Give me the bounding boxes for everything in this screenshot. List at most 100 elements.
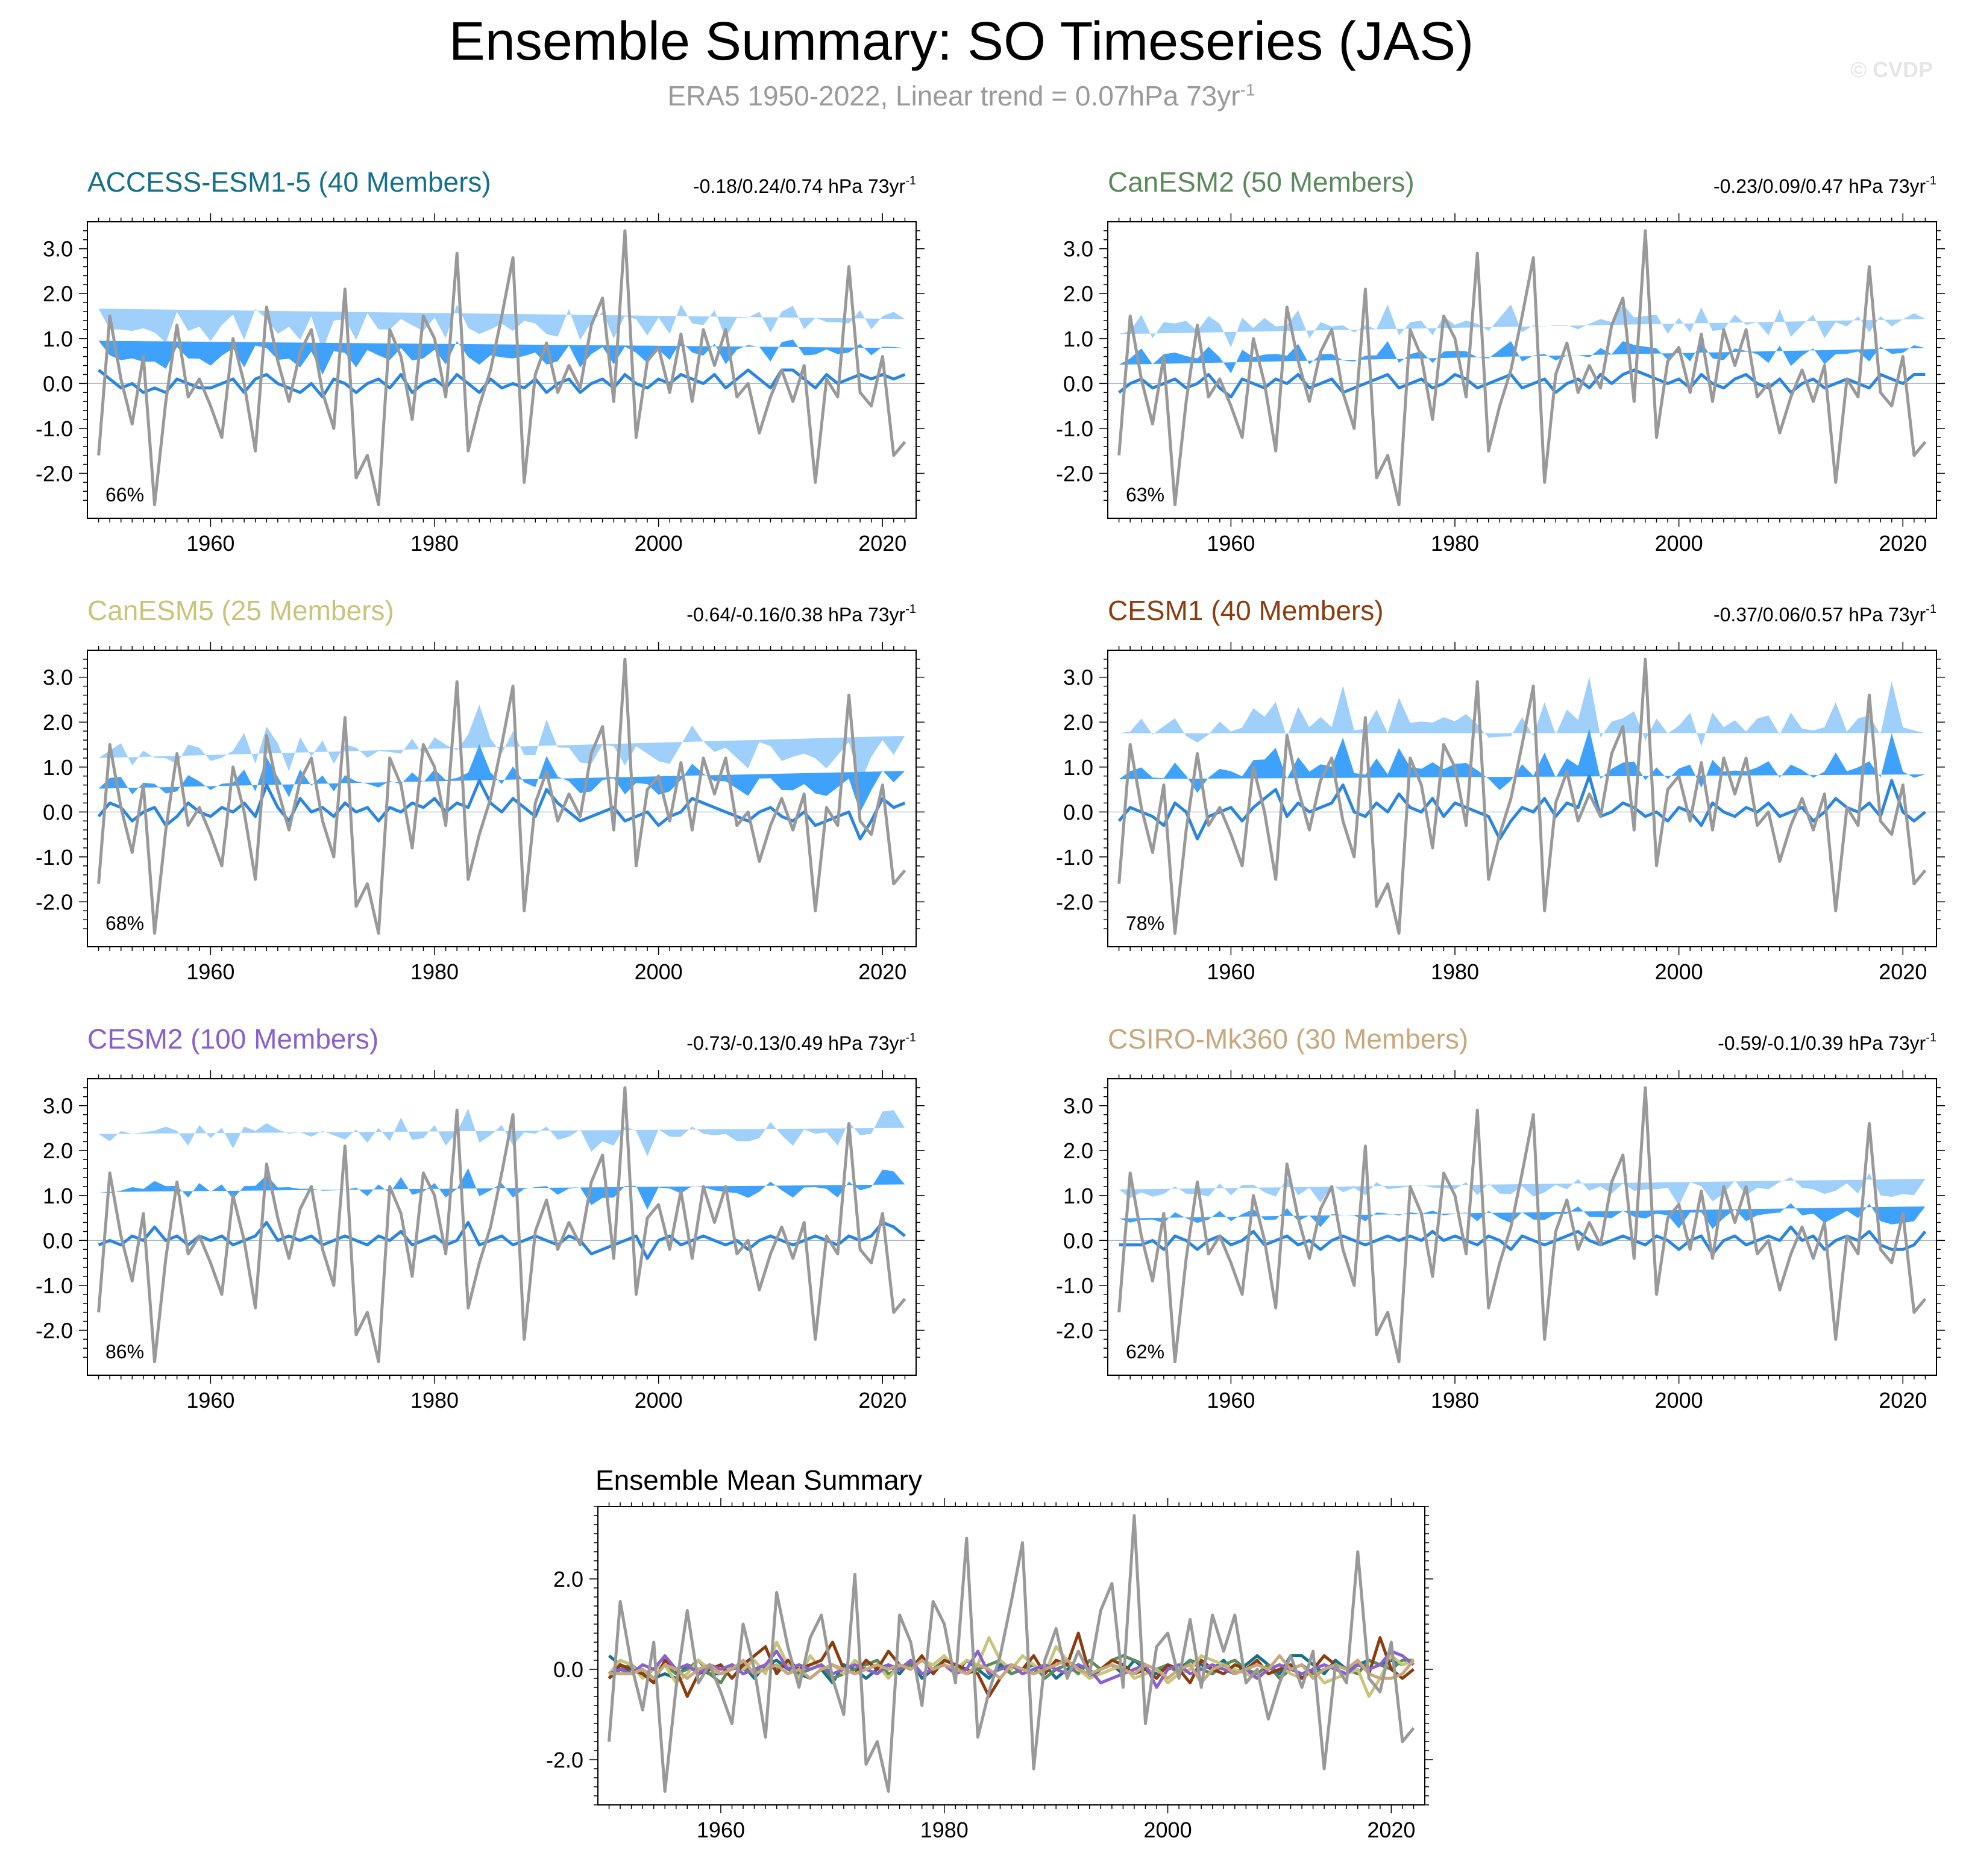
y-tick-label: -2.0 xyxy=(1056,461,1093,486)
outer-spread-band xyxy=(98,304,905,351)
panel-trend-label: -0.18/0.24/0.74 hPa 73yr-1 xyxy=(693,174,916,197)
x-tick-label: 2000 xyxy=(635,959,683,984)
x-tick-label: 1980 xyxy=(1431,1388,1479,1413)
trend-exponent: -1 xyxy=(1926,174,1936,187)
x-tick-label: 2000 xyxy=(1655,531,1703,556)
trend-exponent: -1 xyxy=(905,174,916,187)
panel-trend-label: -0.59/-0.1/0.39 hPa 73yr-1 xyxy=(1718,1031,1936,1054)
summary-panel: Ensemble Mean Summary 1960 1980 2000 2020 -2.… xyxy=(546,1464,1433,1842)
y-tick-label: -1.0 xyxy=(36,845,73,870)
y-tick-label: 2.0 xyxy=(43,710,73,735)
observed-line xyxy=(1117,1086,1927,1364)
x-tick-label: 1960 xyxy=(186,531,234,556)
y-tick-label: 1.0 xyxy=(1063,1184,1093,1208)
x-tick-label: 2020 xyxy=(858,959,906,984)
y-tick-label: 3.0 xyxy=(43,665,73,690)
panel-percent-label: 78% xyxy=(1126,912,1164,934)
observed-line xyxy=(97,657,906,935)
y-tick-label: -2.0 xyxy=(1056,889,1093,914)
x-tick-label: 1980 xyxy=(410,959,459,984)
x-tick-label: 2000 xyxy=(1655,1388,1703,1413)
x-tick-label: 2020 xyxy=(1367,1818,1415,1842)
x-tick-label: 2020 xyxy=(1879,1388,1927,1413)
trend-values: -0.59/-0.1/0.39 hPa 73yr xyxy=(1718,1032,1926,1054)
trend-exponent: -1 xyxy=(905,603,916,616)
inner-spread-band xyxy=(1119,1203,1926,1229)
ensemble-mean-line xyxy=(97,779,906,841)
y-tick-label: 2.0 xyxy=(43,1138,73,1163)
plot-frame xyxy=(87,650,917,947)
x-tick-label: 1980 xyxy=(410,531,459,556)
outer-spread-band xyxy=(1119,677,1926,747)
y-tick-label: 2.0 xyxy=(43,281,73,306)
x-tick-label: 1960 xyxy=(186,1388,234,1413)
ensemble-mean-line xyxy=(98,368,906,399)
y-tick-label: 1.0 xyxy=(43,327,73,351)
x-tick-label: 2020 xyxy=(1879,959,1927,984)
panel-trend-label: -0.73/-0.13/0.49 hPa 73yr-1 xyxy=(686,1031,916,1054)
summary-observed-line xyxy=(608,1514,1415,1793)
x-tick-label: 1960 xyxy=(1207,531,1255,556)
panel-2: CanESM5 (25 Members) -0.64/-0.16/0.38 hPa… xyxy=(36,595,925,984)
panel-title: CanESM2 (50 Members) xyxy=(1108,166,1415,198)
observed-line xyxy=(1117,657,1927,935)
panel-trend-label: -0.23/0.09/0.47 hPa 73yr-1 xyxy=(1713,174,1936,197)
outer-spread-band xyxy=(98,1108,905,1156)
y-tick-label: 3.0 xyxy=(43,1094,73,1118)
observed-line xyxy=(97,1086,906,1364)
trend-values: -0.23/0.09/0.47 hPa 73yr xyxy=(1713,175,1926,197)
subtitle-exponent: -1 xyxy=(1240,80,1255,99)
inner-spread-band xyxy=(98,1168,905,1210)
panel-4: CESM2 (100 Members) -0.73/-0.13/0.49 hPa … xyxy=(36,1023,925,1413)
x-tick-label: 1980 xyxy=(1431,531,1479,556)
summary-model-line xyxy=(609,1654,1415,1684)
trend-exponent: -1 xyxy=(1926,603,1936,616)
plot-frame xyxy=(1107,1078,1937,1376)
panel-percent-label: 86% xyxy=(105,1341,144,1363)
panel-title: CESM1 (40 Members) xyxy=(1108,595,1384,626)
y-tick-label: -1.0 xyxy=(1056,845,1093,870)
y-tick-label: -2.0 xyxy=(1056,1318,1093,1343)
y-tick-label: 1.0 xyxy=(43,755,73,780)
panel-percent-label: 62% xyxy=(1126,1341,1164,1363)
trend-exponent: -1 xyxy=(1926,1031,1936,1044)
y-tick-label: -1.0 xyxy=(36,416,73,441)
panel-trend-label: -0.37/0.06/0.57 hPa 73yr-1 xyxy=(1713,603,1936,626)
y-tick-label: 2.0 xyxy=(1063,281,1093,306)
panel-trend-label: -0.64/-0.16/0.38 hPa 73yr-1 xyxy=(686,603,916,626)
y-tick-label: 1.0 xyxy=(1063,755,1093,780)
plot-frame xyxy=(87,1078,917,1376)
panel-title: CanESM5 (25 Members) xyxy=(87,595,394,626)
y-tick-label: 3.0 xyxy=(1063,665,1093,690)
panel-5: CSIRO-Mk360 (30 Members) -0.59/-0.1/0.39 … xyxy=(1056,1023,1945,1413)
y-tick-label: 0.0 xyxy=(553,1657,583,1682)
trend-values: -0.18/0.24/0.74 hPa 73yr xyxy=(693,175,906,197)
ensemble-mean-line xyxy=(1117,774,1926,841)
y-tick-label: -2.0 xyxy=(36,889,73,914)
panel-percent-label: 63% xyxy=(1126,484,1164,506)
y-tick-label: 3.0 xyxy=(1063,1094,1093,1118)
x-tick-label: 2000 xyxy=(635,1388,683,1413)
x-tick-label: 2000 xyxy=(1144,1818,1192,1842)
y-tick-label: 2.0 xyxy=(1063,710,1093,735)
y-tick-label: -2.0 xyxy=(36,461,73,486)
x-tick-label: 2000 xyxy=(635,531,683,556)
y-tick-label: -1.0 xyxy=(36,1273,73,1298)
y-tick-label: 3.0 xyxy=(1063,237,1093,262)
panel-0: ACCESS-ESM1-5 (40 Members) -0.18/0.24/0.7… xyxy=(36,166,925,556)
inner-spread-band xyxy=(1119,729,1926,793)
x-tick-label: 2020 xyxy=(858,531,906,556)
ensemble-mean-line xyxy=(1119,1225,1927,1256)
x-tick-label: 1980 xyxy=(410,1388,459,1413)
x-tick-label: 1980 xyxy=(920,1818,969,1842)
y-tick-label: 0.0 xyxy=(1063,800,1093,824)
x-tick-label: 1960 xyxy=(186,959,234,984)
panel-percent-label: 66% xyxy=(105,484,144,506)
x-tick-label: 2020 xyxy=(858,1388,906,1413)
observed-line xyxy=(1117,229,1927,507)
x-tick-label: 1960 xyxy=(1207,959,1255,984)
x-tick-label: 2000 xyxy=(1655,959,1703,984)
panel-title: CESM2 (100 Members) xyxy=(87,1023,378,1055)
inner-spread-band xyxy=(1119,341,1926,374)
